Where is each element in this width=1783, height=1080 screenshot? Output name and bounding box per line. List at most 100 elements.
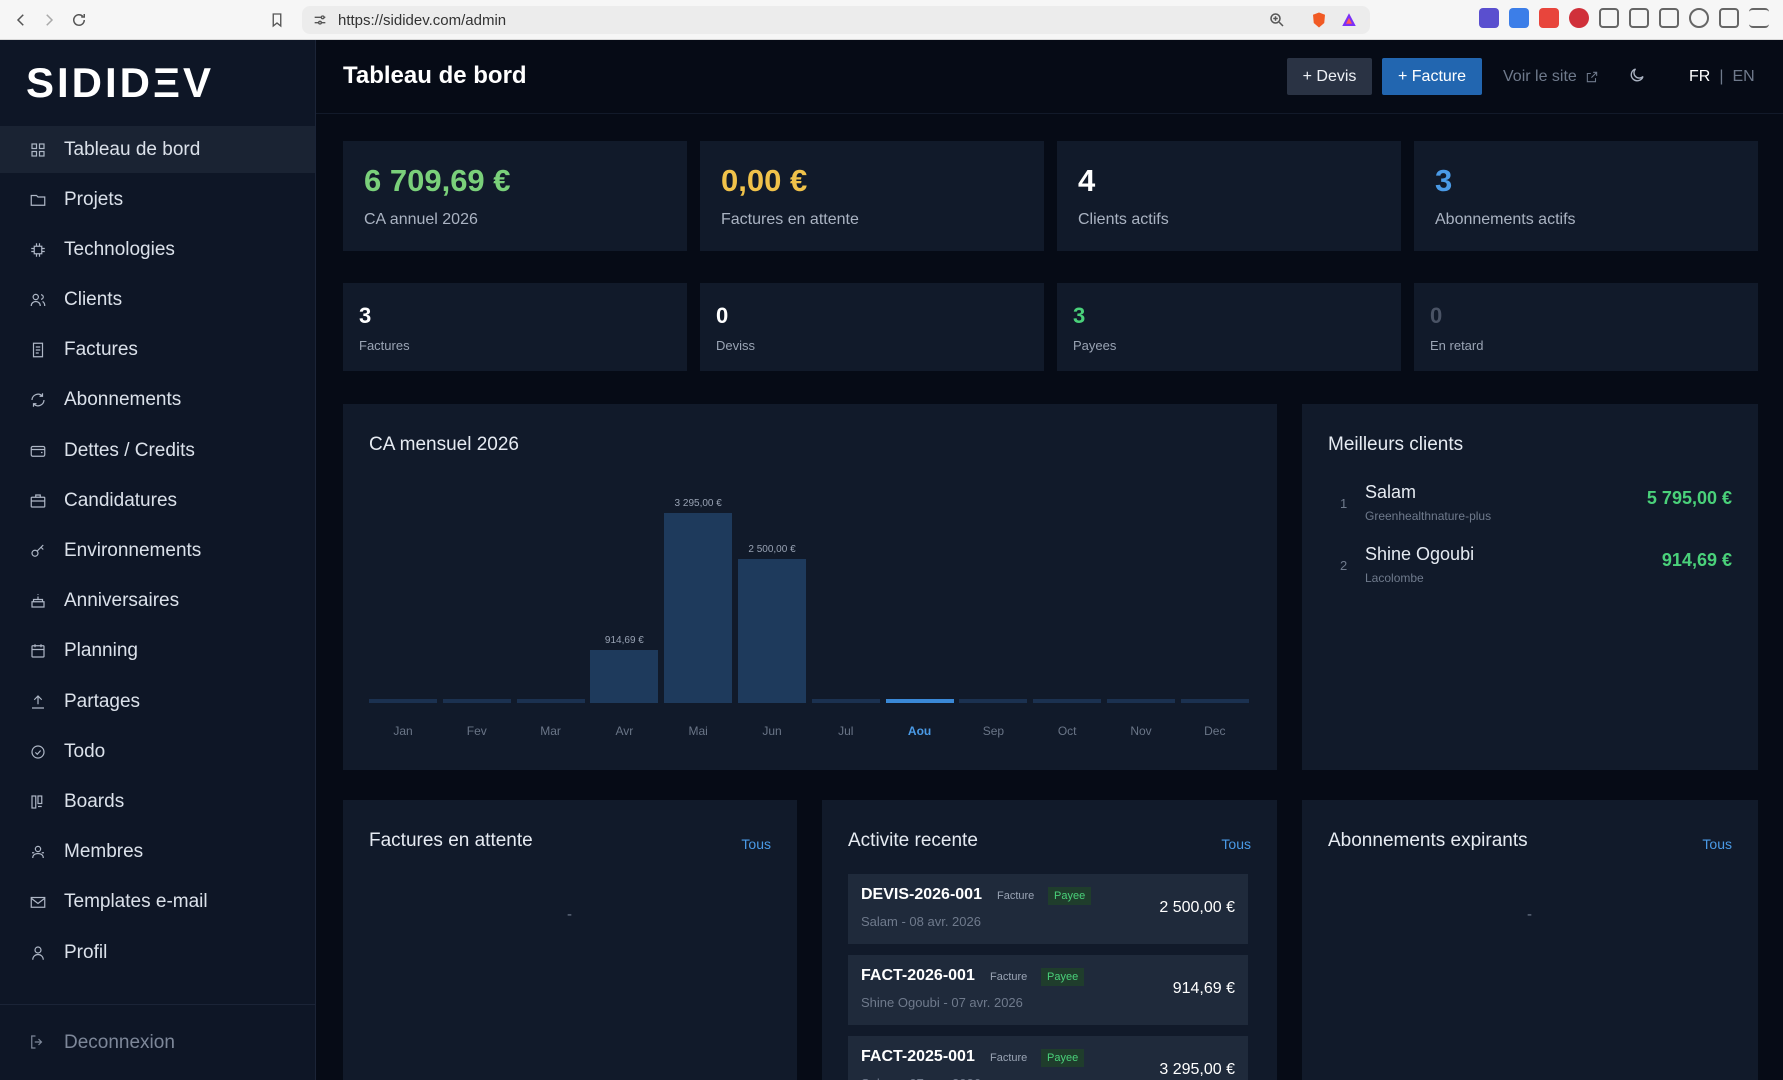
- wallet-icon: [28, 441, 48, 461]
- menu-icon[interactable]: [1749, 8, 1769, 28]
- stat-label: Factures en attente: [721, 211, 859, 228]
- client-name: Salam: [1365, 482, 1417, 502]
- sidebar-item-label: Planning: [64, 640, 138, 662]
- add-facture-button[interactable]: + Facture: [1382, 58, 1482, 95]
- activity-meta: Shine Ogoubi - 07 avr. 2026: [861, 995, 1023, 1010]
- x-tick-label: Fev: [466, 724, 487, 738]
- extension-icon[interactable]: [1509, 8, 1529, 28]
- stat-value: 4: [1078, 163, 1096, 198]
- sidebar-item-templates-e-mail[interactable]: Templates e-mail: [0, 879, 315, 926]
- lang-en[interactable]: EN: [1732, 68, 1755, 85]
- chart-bar[interactable]: [885, 699, 954, 703]
- chart-bar[interactable]: [1180, 699, 1249, 703]
- client-row[interactable]: 1 Salam Greenhealthnature-plus 5 795,00 €: [1302, 476, 1758, 536]
- client-rank: 1: [1340, 496, 1348, 511]
- reload-icon[interactable]: [66, 7, 92, 33]
- briefcase-icon: [28, 491, 48, 511]
- chart-bar[interactable]: [442, 699, 511, 703]
- add-devis-button[interactable]: + Devis: [1287, 58, 1372, 95]
- sidebar-item-technologies[interactable]: Technologies: [0, 226, 315, 273]
- status-badge: Payee: [1041, 968, 1085, 986]
- chart-bar[interactable]: [738, 559, 806, 703]
- x-tick-label: Oct: [1057, 724, 1077, 738]
- chart-bar[interactable]: [516, 699, 585, 703]
- extension-icon[interactable]: [1479, 8, 1499, 28]
- sidebar-item-todo[interactable]: Todo: [0, 728, 315, 775]
- sidebar-item-environnements[interactable]: Environnements: [0, 528, 315, 575]
- chart-bar[interactable]: [590, 650, 659, 703]
- lang-separator: |: [1719, 68, 1724, 85]
- site-settings-icon[interactable]: [312, 12, 328, 28]
- sidebar-item-candidatures[interactable]: Candidatures: [0, 477, 315, 524]
- cake-icon: [28, 591, 48, 611]
- forward-icon[interactable]: [36, 7, 62, 33]
- dark-mode-toggle[interactable]: [1628, 66, 1648, 86]
- bookmark-icon[interactable]: [264, 7, 290, 33]
- sidebar-item-projets[interactable]: Projets: [0, 176, 315, 223]
- lang-fr[interactable]: FR: [1689, 68, 1711, 85]
- document-type: Facture: [997, 890, 1035, 902]
- extension-icon[interactable]: [1539, 8, 1559, 28]
- leo-icon[interactable]: [1689, 8, 1709, 28]
- view-site-link[interactable]: Voir le site: [1503, 68, 1599, 86]
- sidebar-item-factures[interactable]: Factures: [0, 327, 315, 374]
- brave-rewards-icon[interactable]: [1340, 11, 1358, 29]
- x-tick-label: Mar: [540, 724, 561, 738]
- chart-bar[interactable]: [959, 699, 1028, 703]
- sidebar-item-boards[interactable]: Boards: [0, 778, 315, 825]
- activity-item[interactable]: FACT-2026-001 Facture Payee Shine Ogoubi - …: [848, 955, 1248, 1025]
- client-company: Lacolombe: [1365, 571, 1424, 585]
- x-tick-label: Dec: [1204, 724, 1226, 738]
- brave-shield-icon[interactable]: [1310, 11, 1328, 29]
- x-tick-label: Sep: [982, 724, 1005, 738]
- mini-stat-value: 0: [1430, 303, 1443, 328]
- client-amount: 5 795,00 €: [1646, 488, 1732, 508]
- sidebar-item-tableau-de-bord[interactable]: Tableau de bord: [0, 126, 315, 173]
- recent-activity-all-link[interactable]: Tous: [1221, 836, 1251, 852]
- sidebar-item-label: Membres: [64, 841, 144, 863]
- mini-stat-card: 0 En retard: [1414, 283, 1758, 371]
- upload-icon: [28, 692, 48, 712]
- chart-bar[interactable]: [369, 699, 437, 703]
- sidebar-item-anniversaires[interactable]: Anniversaires: [0, 578, 315, 625]
- mini-stat-label: Deviss: [716, 338, 756, 353]
- sidebar-item-abonnements[interactable]: Abonnements: [0, 377, 315, 424]
- mini-stat-value: 3: [1073, 303, 1086, 328]
- logout-button[interactable]: Deconnexion: [0, 1004, 315, 1080]
- sidebar-item-partages[interactable]: Partages: [0, 678, 315, 725]
- sidebar-item-profil[interactable]: Profil: [0, 929, 315, 976]
- sidebar-item-label: Factures: [64, 339, 138, 361]
- puzzle-icon[interactable]: [1599, 8, 1619, 28]
- document-type: Facture: [990, 971, 1028, 983]
- browser-toolbar: https://sididev.com/admin: [0, 0, 1783, 40]
- sidebar-item-membres[interactable]: Membres: [0, 829, 315, 876]
- pending-invoices-all-link[interactable]: Tous: [741, 836, 771, 852]
- logo[interactable]: SIDIDΞV: [26, 59, 215, 106]
- sidebar-item-planning[interactable]: Planning: [0, 628, 315, 675]
- chart-bar[interactable]: [811, 699, 880, 703]
- back-icon[interactable]: [8, 7, 34, 33]
- vpn-icon[interactable]: [1719, 8, 1739, 28]
- sidebar-item-clients[interactable]: Clients: [0, 277, 315, 324]
- expiring-subscriptions-all-link[interactable]: Tous: [1702, 836, 1732, 852]
- activity-item[interactable]: DEVIS-2026-001 Facture Payee Salam - 08 avr…: [848, 874, 1248, 944]
- document-id: FACT-2026-001: [861, 967, 975, 984]
- activity-item[interactable]: FACT-2025-001 Facture Payee Salam - 07 avr.…: [848, 1036, 1248, 1080]
- chart-bar[interactable]: [664, 513, 733, 703]
- activity-meta: Salam - 08 avr. 2026: [861, 914, 981, 929]
- sidebar-item-dettes-credits[interactable]: Dettes / Credits: [0, 427, 315, 474]
- chart-bar[interactable]: [1033, 699, 1102, 703]
- address-bar[interactable]: https://sididev.com/admin: [302, 6, 1370, 34]
- zoom-icon[interactable]: [1268, 11, 1286, 29]
- sidebar-toggle-icon[interactable]: [1629, 8, 1649, 28]
- extensions-row: [1479, 8, 1769, 28]
- x-tick-label: Nov: [1130, 724, 1152, 738]
- client-row[interactable]: 2 Shine Ogoubi Lacolombe 914,69 €: [1302, 538, 1758, 598]
- extension-icon[interactable]: [1569, 8, 1589, 28]
- wallet-icon[interactable]: [1659, 8, 1679, 28]
- empty-placeholder: -: [1527, 906, 1532, 923]
- mini-stat-card: 3 Payees: [1057, 283, 1401, 371]
- chart-bar[interactable]: [1107, 699, 1175, 703]
- client-company: Greenhealthnature-plus: [1365, 509, 1492, 523]
- status-badge: Payee: [1048, 887, 1092, 905]
